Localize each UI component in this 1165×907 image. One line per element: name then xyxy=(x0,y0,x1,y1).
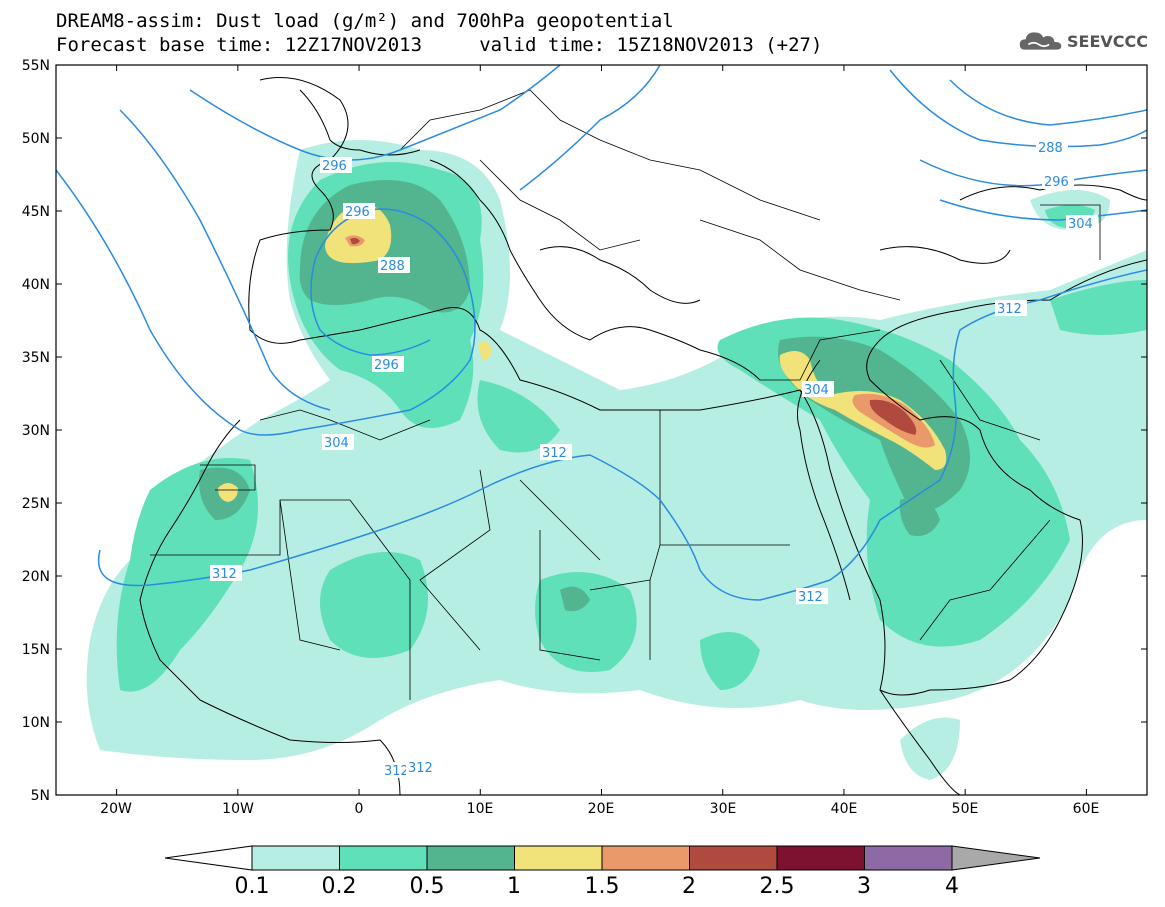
lat-label-50n: 50N xyxy=(22,131,50,147)
contour-label-9: 304 xyxy=(804,383,829,398)
colorbar-label-1-5: 1.5 xyxy=(585,874,620,899)
title-line-2: Forecast base time: 12Z17NOV2013 valid t… xyxy=(56,34,823,56)
contour-labels: 296 296 288 296 304 312 312 312 304 312 … xyxy=(210,139,1098,779)
lon-label-0: 0 xyxy=(355,801,364,817)
logo-text: SEEVCCC xyxy=(1067,31,1148,51)
lat-label-55n: 55N xyxy=(22,58,50,74)
contour-label-8: 312 xyxy=(798,590,823,605)
colorbar-swatch-3 xyxy=(864,845,953,871)
contour-label-11: 288 xyxy=(1038,141,1063,156)
lat-label-20n: 20N xyxy=(22,569,50,585)
colorbar-label-0-5: 0.5 xyxy=(410,874,445,899)
colorbar-label-2: 2 xyxy=(682,874,696,899)
colorbar-swatches xyxy=(251,845,953,871)
contour-label-13: 304 xyxy=(1068,217,1093,232)
lon-label-20w: 20W xyxy=(100,801,132,817)
colorbar: 0.1 0.2 0.5 1 1.5 2 2.5 3 4 xyxy=(164,845,1041,899)
contour-label-4: 296 xyxy=(374,358,399,373)
lat-label-5n: 5N xyxy=(31,788,50,804)
lon-label-30e: 30E xyxy=(710,801,737,817)
country-borders xyxy=(150,89,1101,700)
contour-label-15: 312 xyxy=(408,761,433,776)
longitude-labels: 20W 10W 0 10E 20E 30E 40E 50E 60E xyxy=(100,801,1099,817)
lon-label-40e: 40E xyxy=(831,801,858,817)
colorbar-swatch-1-5 xyxy=(601,845,690,871)
geopotential-contours xyxy=(56,65,1147,601)
colorbar-swatch-0-1 xyxy=(251,845,340,871)
lat-label-35n: 35N xyxy=(22,350,50,366)
colorbar-low-arrow xyxy=(164,845,253,871)
colorbar-swatch-0-2 xyxy=(339,845,428,871)
lat-label-40n: 40N xyxy=(22,277,50,293)
lat-label-15n: 15N xyxy=(22,642,50,658)
colorbar-label-0-1: 0.1 xyxy=(235,874,270,899)
cloud-icon xyxy=(1019,32,1062,50)
title-line-1: DREAM8-assim: Dust load (g/m²) and 700hP… xyxy=(56,10,674,32)
contour-label-14: 312 xyxy=(384,764,409,779)
coastlines xyxy=(139,77,1147,795)
lon-label-10e: 10E xyxy=(467,801,494,817)
axis-ticks xyxy=(56,64,1147,796)
contour-label-12: 296 xyxy=(1044,175,1069,190)
colorbar-label-1: 1 xyxy=(507,874,521,899)
colorbar-label-4: 4 xyxy=(945,874,959,899)
lon-label-20e: 20E xyxy=(588,801,615,817)
contour-label-5: 304 xyxy=(324,436,349,451)
dust-band-2 xyxy=(350,237,917,435)
contour-label-3: 288 xyxy=(380,259,405,274)
colorbar-swatch-2 xyxy=(689,845,778,871)
colorbar-swatch-0-5 xyxy=(426,845,515,871)
lon-label-60e: 60E xyxy=(1073,801,1100,817)
seevccc-logo: SEEVCCC xyxy=(1018,26,1148,56)
colorbar-high-arrow xyxy=(951,845,1041,871)
contour-label-2: 296 xyxy=(345,205,370,220)
lat-label-30n: 30N xyxy=(22,423,50,439)
colorbar-swatch-2-5 xyxy=(776,845,865,871)
colorbar-label-3: 3 xyxy=(857,874,871,899)
colorbar-label-0-2: 0.2 xyxy=(322,874,357,899)
contour-label-6: 312 xyxy=(542,446,567,461)
contour-label-10: 312 xyxy=(997,302,1022,317)
lon-label-50e: 50E xyxy=(952,801,979,817)
lon-label-10w: 10W xyxy=(222,801,254,817)
colorbar-swatch-1 xyxy=(514,845,603,871)
lat-label-10n: 10N xyxy=(22,715,50,731)
map-area: 296 296 288 296 304 312 312 312 304 312 … xyxy=(56,65,1147,795)
colorbar-labels: 0.1 0.2 0.5 1 1.5 2 2.5 3 4 xyxy=(235,874,960,899)
colorbar-label-2-5: 2.5 xyxy=(760,874,795,899)
latitude-labels: 55N 50N 45N 40N 35N 30N 25N 20N 15N 10N … xyxy=(22,58,50,804)
contour-label-7: 312 xyxy=(212,567,237,582)
contour-label-1: 296 xyxy=(322,159,347,174)
lat-label-45n: 45N xyxy=(22,204,50,220)
lat-label-25n: 25N xyxy=(22,496,50,512)
